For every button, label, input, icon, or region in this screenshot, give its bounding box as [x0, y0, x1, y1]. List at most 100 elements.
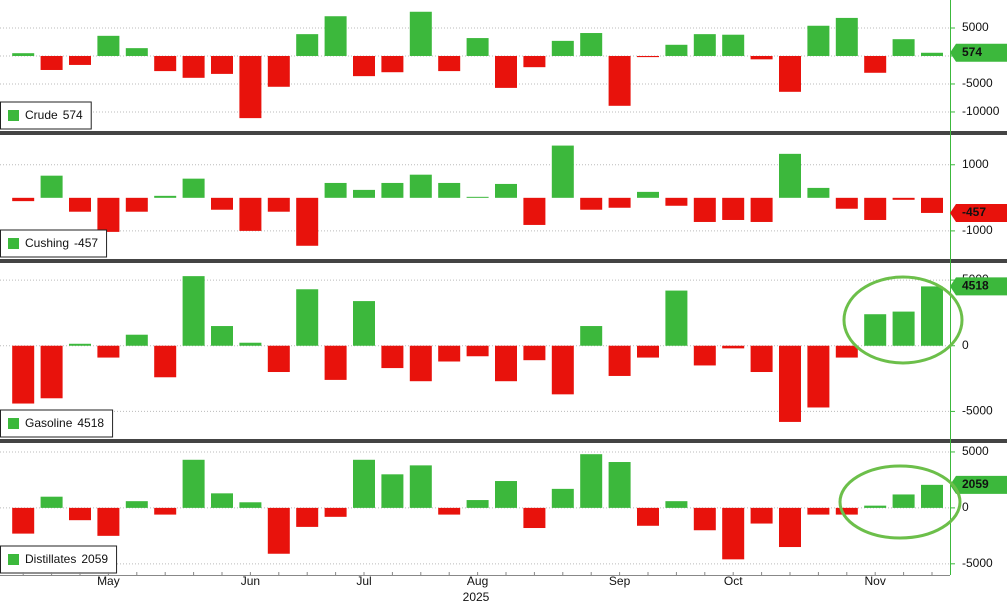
- bar: [466, 345, 489, 357]
- bar: [466, 500, 489, 508]
- bar: [722, 34, 745, 56]
- y-tick-label: -5000: [962, 404, 993, 418]
- bar: [381, 182, 404, 198]
- bar: [608, 197, 631, 208]
- bar: [892, 39, 915, 56]
- bar: [551, 145, 574, 198]
- bar: [353, 301, 375, 346]
- bar: [637, 191, 659, 198]
- bar: [665, 290, 688, 346]
- bar: [637, 507, 659, 526]
- bar: [211, 493, 233, 508]
- bar: [97, 35, 120, 56]
- bar: [551, 488, 574, 508]
- plot-layer: 5000 0 -5000 -10000 574 Crude 574 1000 -1000 -457…: [0, 11, 1007, 604]
- bar: [835, 345, 858, 358]
- x-tick-label: Sep: [609, 574, 631, 588]
- bar: [40, 496, 63, 508]
- bar: [154, 345, 177, 378]
- value-tag-label: -457: [962, 205, 986, 219]
- bar: [182, 178, 205, 198]
- bar: [921, 197, 943, 213]
- x-tick-label: May: [97, 574, 120, 588]
- bar: [608, 55, 631, 106]
- y-tick-label: 5000: [962, 444, 989, 458]
- bar: [921, 52, 943, 56]
- value-tag: [950, 475, 1007, 494]
- bar: [580, 454, 603, 508]
- bar: [637, 55, 659, 58]
- panel-separator: [0, 131, 1007, 135]
- bar: [892, 494, 915, 508]
- bar: [211, 326, 233, 346]
- bar: [693, 197, 716, 222]
- bar: [807, 507, 830, 515]
- bar: [40, 55, 63, 70]
- legend-label: Cushing: [25, 236, 69, 250]
- bar: [665, 44, 688, 56]
- bar: [296, 34, 319, 56]
- legend-swatch: [8, 110, 19, 121]
- bar: [267, 507, 290, 554]
- x-tick-label: Nov: [865, 574, 886, 588]
- bar: [835, 197, 858, 209]
- bar: [693, 507, 716, 531]
- x-tick-label: Jul: [356, 574, 371, 588]
- bar: [750, 55, 773, 60]
- bar: [750, 507, 773, 524]
- bar: [182, 276, 205, 346]
- legend-value: 4518: [77, 416, 104, 430]
- bar: [665, 197, 688, 206]
- bar: [438, 345, 461, 362]
- bar: [693, 345, 716, 366]
- bar: [495, 481, 517, 508]
- bar: [353, 55, 375, 77]
- bar: [97, 197, 120, 232]
- bar: [580, 326, 603, 346]
- bar: [750, 345, 773, 373]
- bar: [154, 55, 177, 72]
- panel-separator: [0, 439, 1007, 443]
- y-tick-label: -5000: [962, 556, 993, 570]
- bar: [921, 286, 943, 346]
- bar: [835, 17, 858, 56]
- bar: [296, 289, 319, 346]
- bar: [239, 502, 262, 508]
- bar: [779, 153, 801, 198]
- bar: [409, 11, 432, 56]
- bar: [296, 507, 319, 527]
- legend-box: [0, 409, 114, 438]
- bar: [125, 334, 148, 346]
- bar: [409, 465, 432, 508]
- legend-value: 2059: [81, 552, 108, 566]
- bar: [324, 16, 347, 56]
- bar: [580, 197, 603, 210]
- bar: [409, 345, 432, 382]
- bar: [353, 459, 375, 508]
- bar: [864, 55, 887, 73]
- bar: [409, 174, 432, 198]
- bar: [551, 345, 574, 395]
- bar: [807, 25, 830, 56]
- legend-label: Distillates: [25, 552, 76, 566]
- bar: [864, 197, 887, 220]
- bar: [580, 33, 603, 56]
- legend-label: Gasoline: [25, 416, 73, 430]
- y-tick-label: 1000: [962, 157, 989, 171]
- y-tick-label: -1000: [962, 223, 993, 237]
- bar: [864, 314, 887, 346]
- bar: [608, 345, 631, 376]
- bar: [182, 459, 205, 508]
- y-tick-label: 0: [962, 500, 969, 514]
- panel-separator: [0, 259, 1007, 263]
- bar: [154, 195, 177, 198]
- value-tag-label: 2059: [962, 477, 989, 491]
- highlight-ellipse: [838, 464, 962, 540]
- y-tick-label: -10000: [962, 104, 1000, 118]
- bar: [665, 501, 688, 508]
- bar: [182, 55, 205, 78]
- bar: [466, 38, 489, 56]
- bar: [381, 474, 404, 508]
